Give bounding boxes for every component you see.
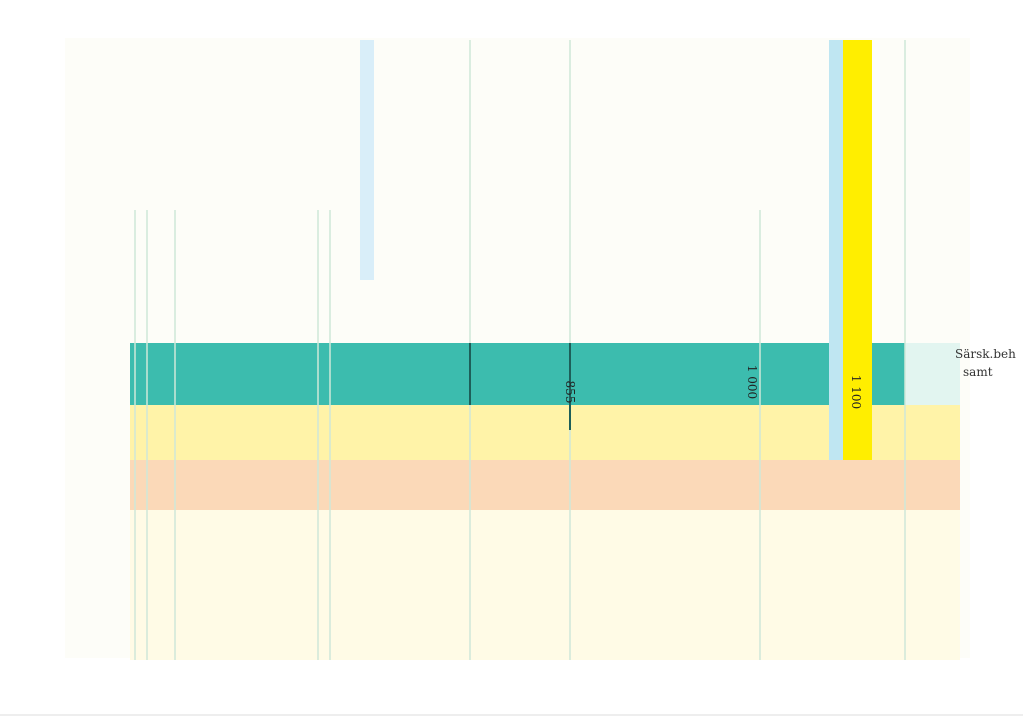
cell-value: 1 000 [745, 365, 759, 399]
side-note: samt [963, 365, 993, 379]
cell-value: 1 100 [849, 375, 863, 409]
yellow-band [130, 405, 960, 460]
cell-value: 855 [563, 381, 577, 404]
faded-table [130, 510, 960, 660]
blue-strip [360, 40, 374, 280]
orange-band [130, 460, 960, 510]
side-note: Särsk.beh [955, 347, 1016, 361]
blue-strip [829, 40, 843, 460]
highlight-bar [843, 40, 872, 460]
teal-band-end [905, 343, 960, 405]
teal-band [130, 343, 905, 405]
